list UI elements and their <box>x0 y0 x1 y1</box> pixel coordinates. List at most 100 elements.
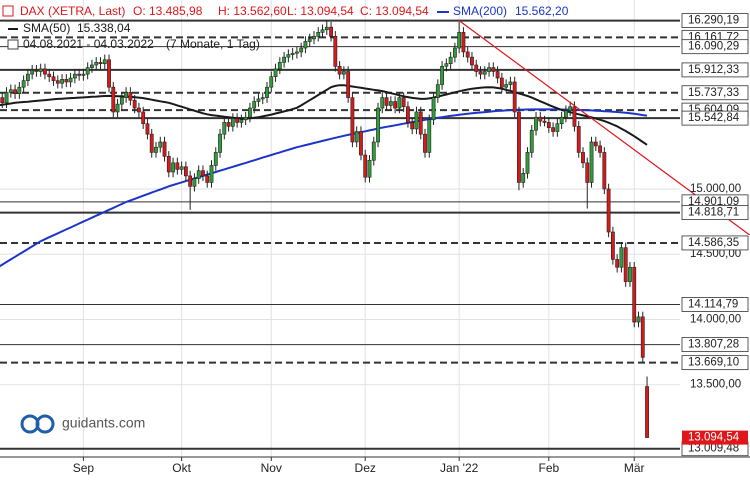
candle-body <box>294 51 299 54</box>
candle-body <box>388 101 393 106</box>
x-tick-label: Sep <box>73 461 95 475</box>
watermark-text: guidants.com <box>62 415 145 431</box>
candle-body <box>312 35 316 40</box>
candle-body <box>256 98 261 102</box>
candle-body <box>487 67 491 72</box>
candle-body <box>77 73 82 76</box>
candle-body <box>226 122 231 127</box>
candle-body <box>521 172 526 183</box>
level-label-box <box>681 297 749 312</box>
candle-body <box>55 80 60 84</box>
candle-body <box>188 175 193 187</box>
level-label: 15.912,33 <box>688 64 739 76</box>
candle-body <box>299 47 304 53</box>
legend-label: SMA(50) <box>23 21 70 35</box>
candle-body <box>162 141 167 157</box>
level-label-box <box>681 62 749 78</box>
candle-body <box>376 107 380 143</box>
candle-body <box>239 119 244 123</box>
date-range: 04.08.2021 - 04.03.2022 <box>23 37 154 51</box>
candle-body <box>444 63 449 67</box>
candle-body <box>171 162 175 173</box>
level-label-box <box>681 39 749 55</box>
candle-body <box>111 86 116 113</box>
candle-body <box>154 146 158 153</box>
candle-body <box>21 80 26 88</box>
candle-body <box>470 56 474 66</box>
candle-body <box>384 97 389 106</box>
chart-title: DAX (XETRA, Last) <box>20 4 125 18</box>
level-label: 15.737,33 <box>688 87 739 99</box>
candle-body <box>371 141 376 161</box>
candle-body <box>354 131 359 143</box>
candle-body <box>482 71 487 75</box>
candle-body <box>534 116 538 131</box>
y-tick-label: 15.000,00 <box>690 183 741 195</box>
candle-body <box>282 56 286 63</box>
candle-body <box>474 64 479 72</box>
candle-body <box>158 141 163 148</box>
candle-body <box>546 122 551 128</box>
candle-body <box>512 81 517 113</box>
candle-body <box>13 89 17 94</box>
candle-body <box>380 97 385 109</box>
candle-body <box>68 77 73 83</box>
candle-body <box>137 107 141 113</box>
candle-body <box>286 54 291 58</box>
level-label: 16.090,29 <box>688 41 739 53</box>
candle-body <box>252 101 257 109</box>
candle-body <box>367 159 372 178</box>
candle-body <box>166 156 171 173</box>
level-label-box <box>681 205 749 221</box>
candle-body <box>491 67 496 72</box>
candle-body <box>243 116 248 121</box>
candle-body <box>265 86 269 98</box>
level-label: 15.542,84 <box>688 112 740 124</box>
candle-body <box>525 152 530 174</box>
candle-body <box>576 126 581 153</box>
candle-body <box>277 62 282 70</box>
candle-body <box>260 97 265 100</box>
candle-body <box>119 97 124 105</box>
candle-body <box>218 133 222 153</box>
candle-body <box>508 81 513 85</box>
candle-body <box>418 111 423 135</box>
candle-body <box>38 68 43 72</box>
level-label: 14.901,09 <box>688 196 739 208</box>
candle-body <box>213 152 218 166</box>
level-label-box <box>681 110 749 126</box>
candle-body <box>461 32 466 53</box>
candle-body <box>457 32 462 49</box>
candle-body <box>316 32 321 37</box>
candle-body <box>333 35 338 67</box>
candle-body <box>64 79 69 83</box>
candle-body <box>102 59 107 64</box>
candle-body <box>179 166 184 170</box>
x-tick-label: Okt <box>172 461 191 475</box>
candle-body <box>478 71 483 75</box>
candle-body <box>329 26 333 37</box>
candle-body <box>632 266 637 323</box>
candle-body <box>452 47 457 58</box>
candle-body <box>60 79 64 84</box>
candle-body <box>499 77 504 88</box>
candle-body <box>175 162 180 170</box>
candle-body <box>410 122 415 130</box>
candle-body <box>290 52 295 55</box>
watermark: guidants.com <box>20 414 145 434</box>
candle-body <box>201 170 205 177</box>
candle-body <box>43 68 47 75</box>
level-label: 14.586,35 <box>688 237 739 249</box>
candle-body <box>72 73 77 79</box>
candle-body <box>564 110 568 118</box>
candle-body <box>8 89 13 93</box>
candle-body <box>538 116 543 122</box>
date-range-note: (7 Monate, 1 Tag) <box>166 37 260 51</box>
legend-value: 15.562,20 <box>515 4 569 18</box>
candle-body <box>248 107 252 118</box>
candle-body <box>115 103 120 113</box>
candle-body <box>615 259 620 268</box>
candle-body <box>393 101 398 109</box>
candle-body <box>337 65 342 75</box>
candle-body <box>555 123 560 132</box>
